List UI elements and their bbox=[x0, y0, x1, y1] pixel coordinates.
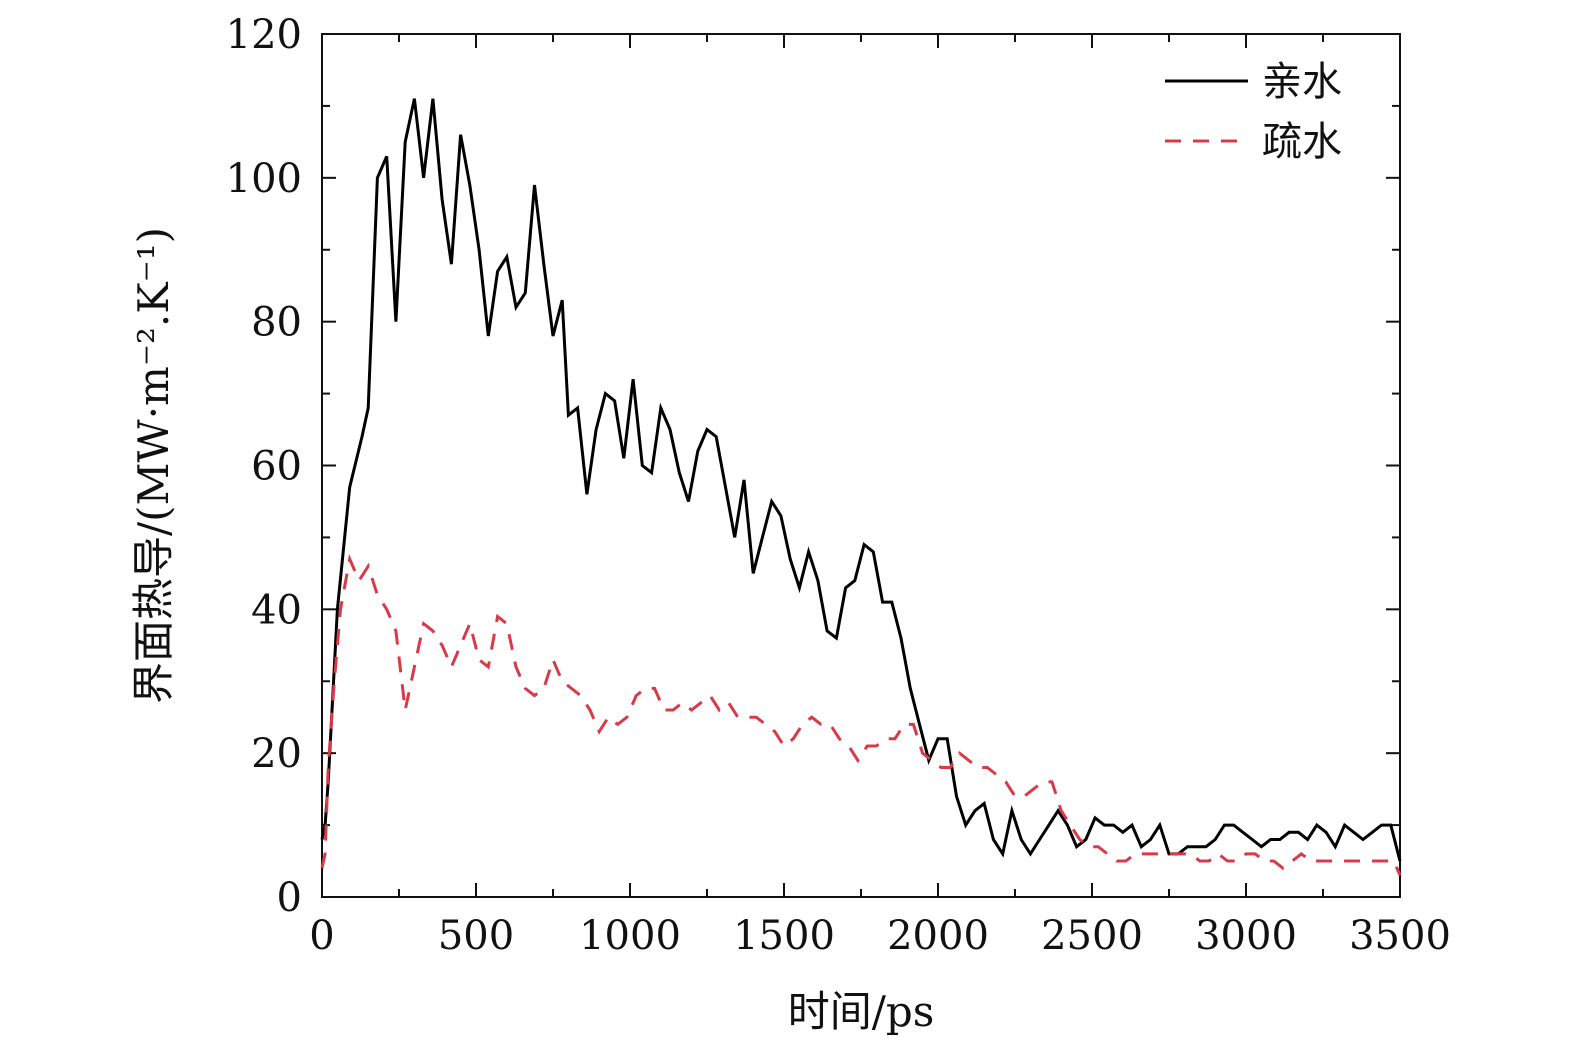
x-tick-label: 2500 bbox=[1041, 913, 1143, 959]
x-axis-title: 时间/ps bbox=[788, 987, 935, 1036]
x-tick-label: 3000 bbox=[1195, 913, 1297, 959]
y-tick-label: 60 bbox=[251, 444, 302, 490]
series-line-hydrophobic bbox=[320, 553, 1402, 876]
y-tick-label: 120 bbox=[226, 12, 302, 58]
series-layer bbox=[320, 98, 1402, 876]
x-tick-label: 0 bbox=[309, 913, 334, 959]
x-tick-label: 2000 bbox=[887, 913, 989, 959]
y-tick-label: 100 bbox=[226, 156, 302, 202]
x-tick-label: 500 bbox=[438, 913, 514, 959]
x-tick-label: 1000 bbox=[579, 913, 681, 959]
x-tick-label: 1500 bbox=[733, 913, 835, 959]
y-tick-label: 40 bbox=[251, 587, 302, 633]
y-axis-title: 界面热导/(MW·m⁻².K⁻¹) bbox=[129, 227, 178, 704]
axis-ticks bbox=[321, 33, 1401, 898]
x-tick-labels: 0 500 1000 1500 2000 2500 3000 3500 bbox=[309, 913, 1451, 959]
plot-frame bbox=[321, 33, 1401, 898]
plot-area bbox=[320, 33, 1402, 898]
y-tick-label: 80 bbox=[251, 300, 302, 346]
y-tick-label: 20 bbox=[251, 731, 302, 777]
series-line-hydrophilic bbox=[320, 98, 1402, 862]
legend: 亲水 疏水 bbox=[1165, 59, 1342, 165]
y-tick-label: 0 bbox=[277, 875, 302, 921]
legend-label-hydrophobic: 疏水 bbox=[1262, 119, 1342, 165]
legend-label-hydrophilic: 亲水 bbox=[1262, 59, 1342, 105]
x-tick-label: 3500 bbox=[1349, 913, 1451, 959]
y-tick-labels: 0 20 40 60 80 100 120 bbox=[226, 12, 302, 921]
